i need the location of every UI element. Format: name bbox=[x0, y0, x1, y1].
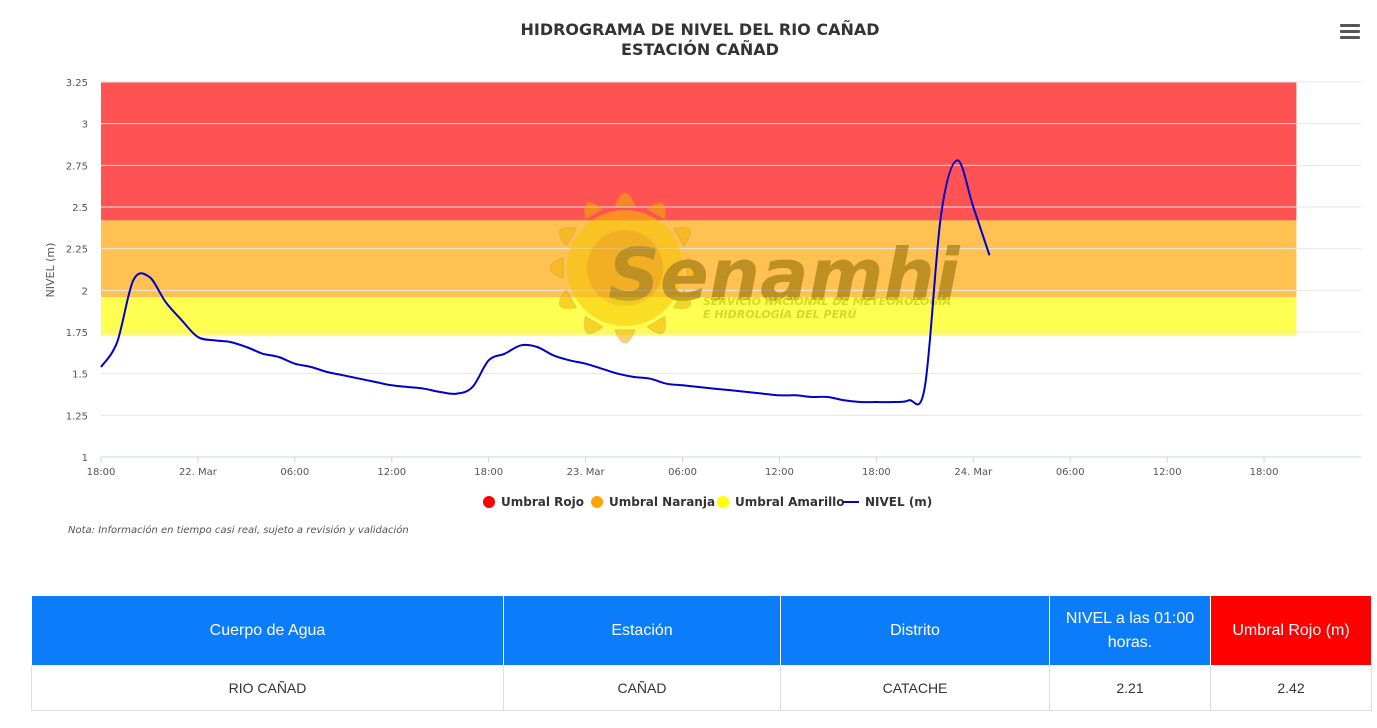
axes: 1 1.25 1.5 1.75 2 2.25 2.5 2.75 3 3.25 18:00 22. Ma… bbox=[66, 78, 1361, 478]
header-distrito: Distrito bbox=[780, 595, 1050, 666]
series-line-nivel bbox=[100, 159, 991, 406]
table-header-row: Cuerpo de Agua Estación Distrito NIVEL a… bbox=[31, 595, 1372, 666]
y-tick-label: 2 bbox=[82, 286, 88, 297]
header-estacion: Estación bbox=[503, 595, 781, 666]
menu-bar bbox=[1340, 24, 1360, 27]
band-umbral-naranja bbox=[101, 220, 1297, 297]
y-tick-label: 3 bbox=[82, 120, 88, 131]
y-tick-label: 2.75 bbox=[66, 161, 88, 172]
chart-subtitle: ESTACIÓN CAÑAD bbox=[621, 40, 779, 59]
grid-lines bbox=[101, 81, 1361, 458]
legend-label-nivel: NIVEL (m) bbox=[865, 495, 932, 509]
cell-cuerpo-de-agua: RIO CAÑAD bbox=[31, 665, 504, 711]
cell-nivel: 2.21 bbox=[1049, 665, 1211, 711]
cell-distrito: CATACHE bbox=[780, 665, 1050, 711]
cell-umbral-rojo: 2.42 bbox=[1210, 665, 1372, 711]
legend-label-rojo: Umbral Rojo bbox=[501, 495, 584, 509]
legend-marker-naranja bbox=[591, 496, 603, 508]
hydrograph-chart: HIDROGRAMA DE NIVEL DEL RIO CAÑAD ESTACI… bbox=[44, 20, 1361, 536]
y-tick-label: 1.5 bbox=[72, 370, 88, 381]
menu-bar bbox=[1340, 36, 1360, 39]
header-umbral-rojo: Umbral Rojo (m) bbox=[1210, 595, 1372, 666]
header-nivel: NIVEL a las 01:00 horas. bbox=[1049, 595, 1211, 666]
legend-item-umbral-rojo[interactable]: Umbral Rojo bbox=[483, 495, 584, 509]
y-tick-label: 2.25 bbox=[66, 245, 88, 256]
x-tick-label: 12:00 bbox=[765, 467, 794, 478]
station-table: Cuerpo de Agua Estación Distrito NIVEL a… bbox=[31, 595, 1372, 711]
cell-estacion: CAÑAD bbox=[503, 665, 781, 711]
x-tick-label: 24. Mar bbox=[954, 467, 993, 478]
legend-label-naranja: Umbral Naranja bbox=[609, 495, 715, 509]
y-tick-label: 1 bbox=[82, 453, 88, 464]
x-tick-label: 12:00 bbox=[1153, 467, 1182, 478]
header-cuerpo-de-agua: Cuerpo de Agua bbox=[31, 595, 504, 666]
band-umbral-amarillo bbox=[101, 297, 1297, 336]
table-row: RIO CAÑAD CAÑAD CATACHE 2.21 2.42 bbox=[31, 665, 1372, 711]
x-tick-label: 18:00 bbox=[87, 467, 116, 478]
band-umbral-rojo bbox=[101, 82, 1297, 221]
y-tick-label: 2.5 bbox=[72, 203, 88, 214]
x-tick-label: 22. Mar bbox=[179, 467, 218, 478]
x-tick-label: 06:00 bbox=[280, 467, 309, 478]
y-tick-label: 3.25 bbox=[66, 78, 88, 89]
legend-marker-amarillo bbox=[717, 496, 729, 508]
legend-label-amarillo: Umbral Amarillo bbox=[735, 495, 845, 509]
x-tick-label: 18:00 bbox=[474, 467, 503, 478]
legend-item-umbral-naranja[interactable]: Umbral Naranja bbox=[591, 495, 715, 509]
x-tick-label: 18:00 bbox=[862, 467, 891, 478]
x-tick-label: 12:00 bbox=[377, 467, 406, 478]
x-tick-label: 06:00 bbox=[1056, 467, 1085, 478]
y-tick-label: 1.25 bbox=[66, 411, 88, 422]
watermark-tagline-2: E HIDROLOGÍA DEL PERÚ bbox=[703, 308, 857, 321]
chart-note: Nota: Información en tiempo casi real, s… bbox=[68, 524, 409, 536]
y-axis-label: NIVEL (m) bbox=[44, 243, 57, 298]
chart-title: HIDROGRAMA DE NIVEL DEL RIO CAÑAD bbox=[520, 20, 879, 39]
threshold-bands bbox=[101, 82, 1297, 336]
legend-marker-rojo bbox=[483, 496, 495, 508]
x-tick-label: 18:00 bbox=[1250, 467, 1279, 478]
sun-logo-icon bbox=[549, 192, 701, 344]
x-tick-label: 06:00 bbox=[668, 467, 697, 478]
legend-item-umbral-amarillo[interactable]: Umbral Amarillo bbox=[717, 495, 845, 509]
series-layer bbox=[100, 159, 991, 406]
hamburger-menu-icon[interactable] bbox=[1340, 24, 1360, 42]
watermark-brand: Senamhi bbox=[608, 233, 961, 317]
y-tick-label: 1.75 bbox=[66, 328, 88, 339]
senamhi-watermark: Senamhi SERVICIO NACIONAL DE METEOROLOGÍ… bbox=[549, 192, 961, 344]
menu-bar bbox=[1340, 30, 1360, 33]
x-tick-label: 23. Mar bbox=[567, 467, 606, 478]
legend-item-nivel[interactable]: NIVEL (m) bbox=[843, 495, 932, 509]
legend: Umbral Rojo Umbral Naranja Umbral Amaril… bbox=[483, 495, 932, 509]
watermark-tagline-1: SERVICIO NACIONAL DE METEOROLOGÍA bbox=[703, 295, 951, 308]
